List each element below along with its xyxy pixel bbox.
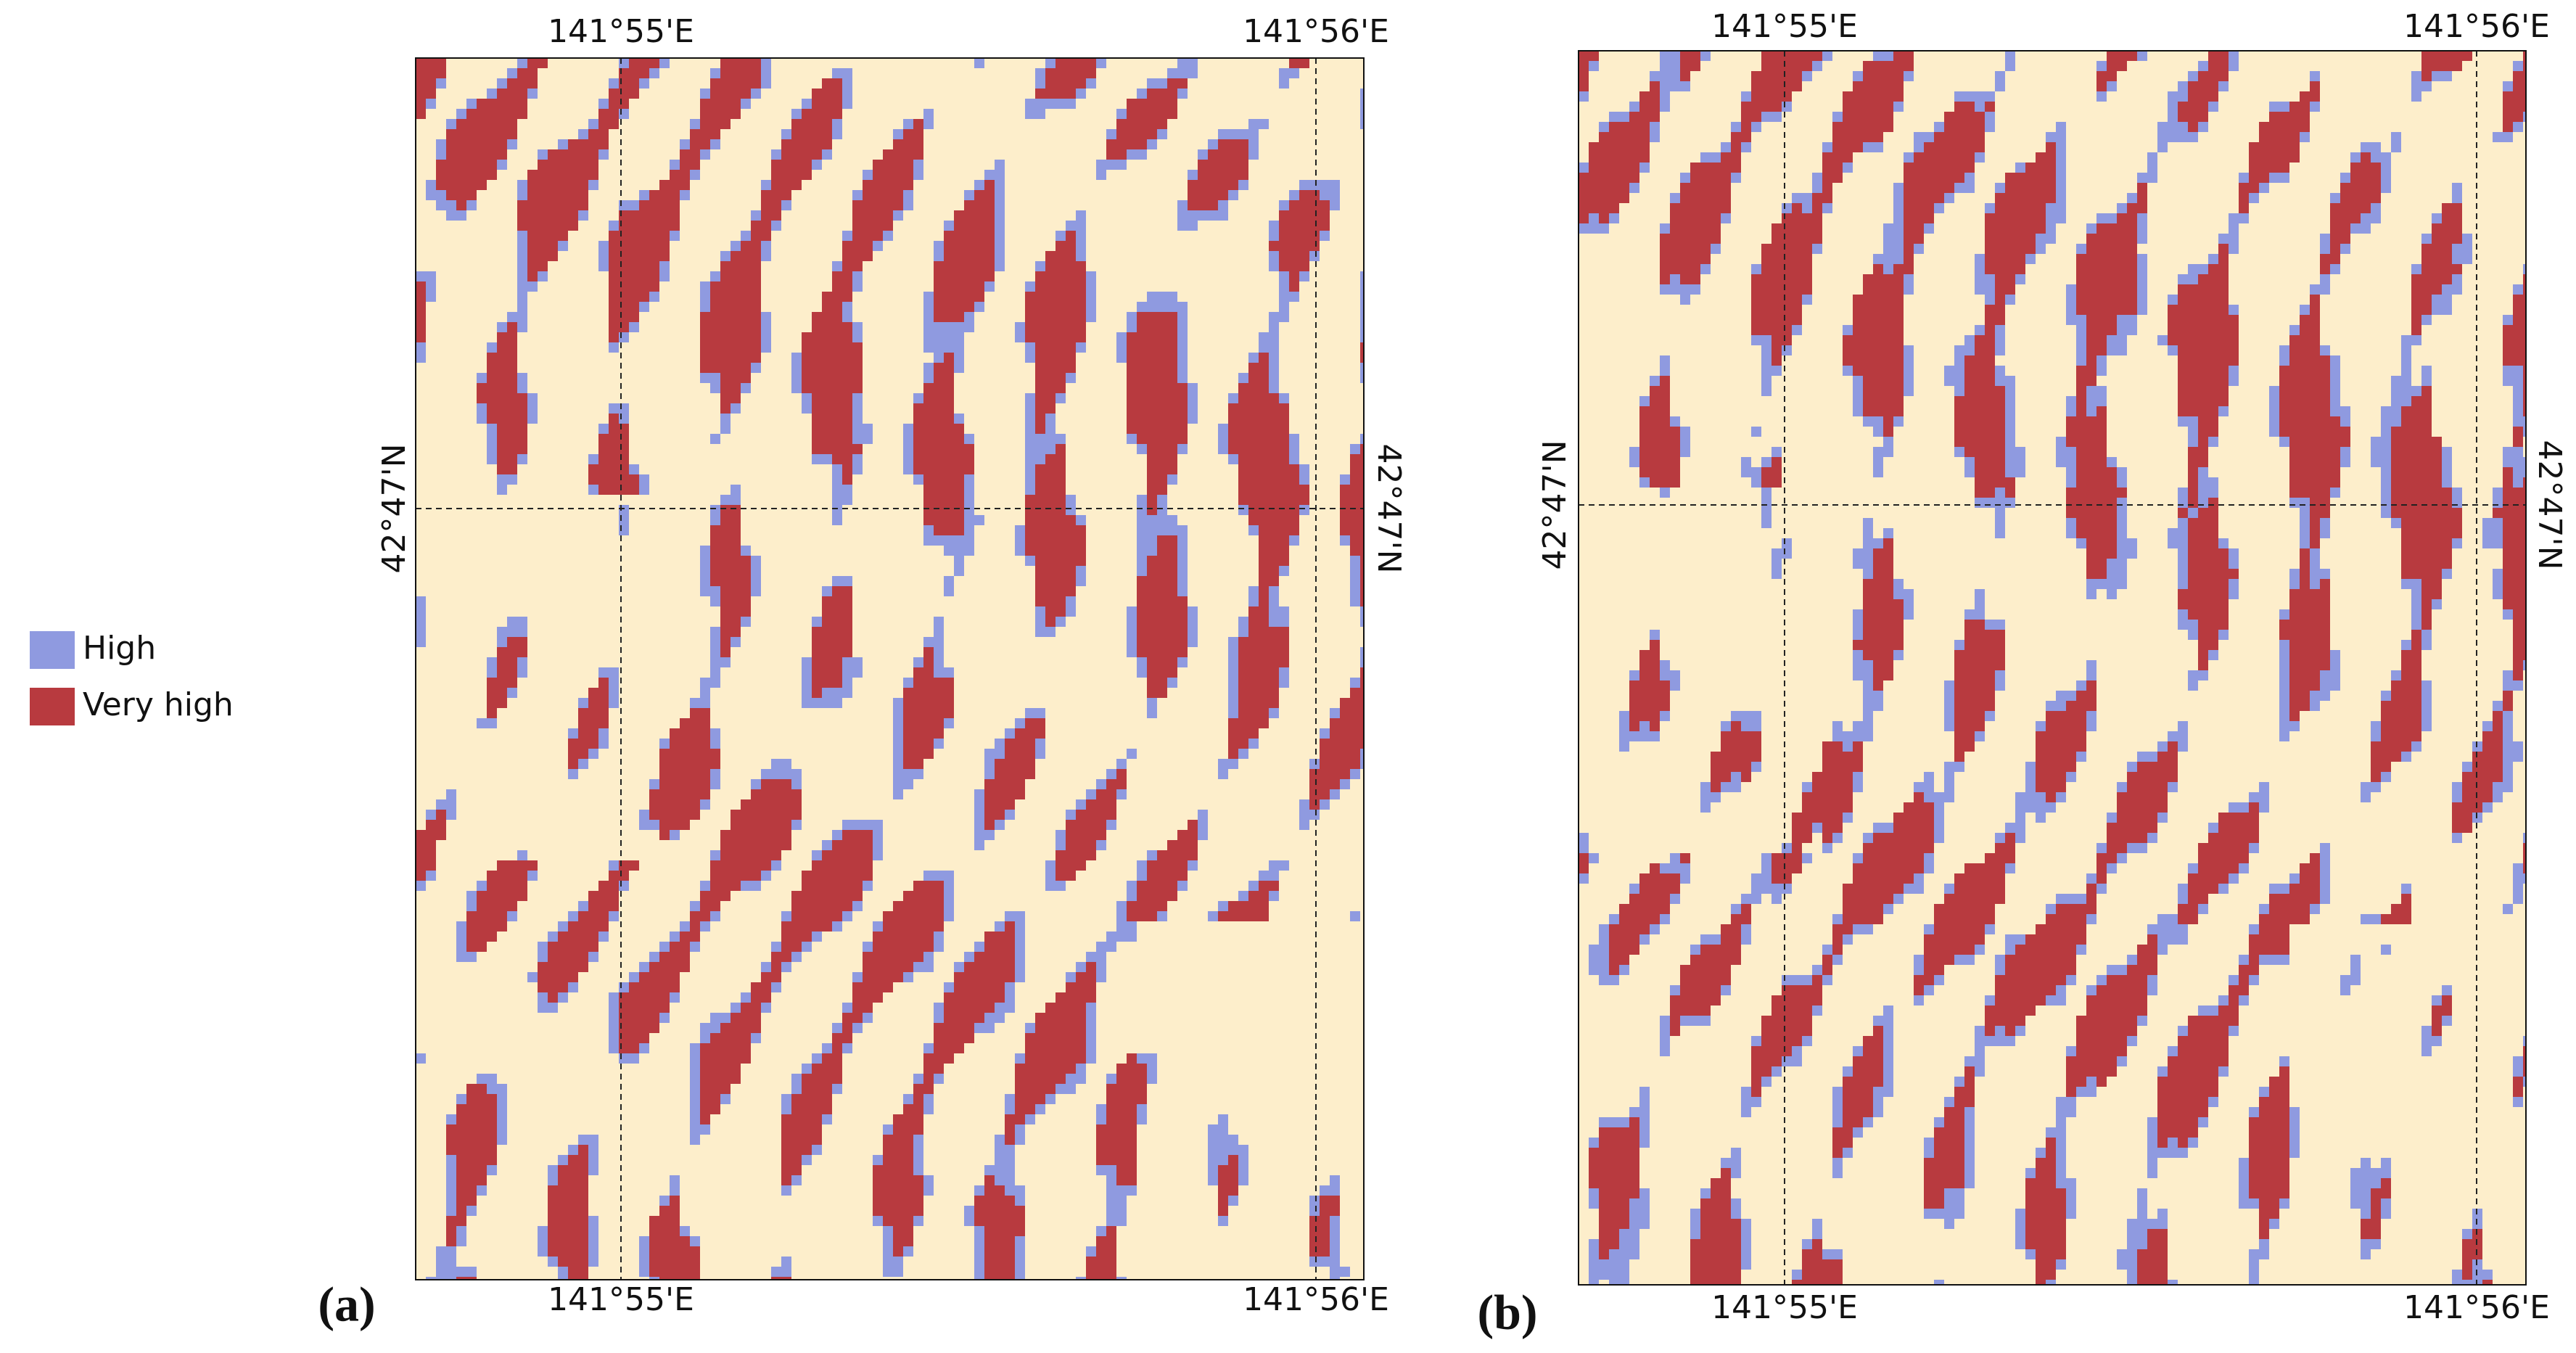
- panel-label: (b): [1477, 1285, 1537, 1340]
- panel-label: (a): [318, 1277, 375, 1332]
- latitude-label: 42°47'N: [1536, 440, 1573, 570]
- longitude-label: 141°56'E: [2403, 8, 2550, 45]
- map-panel: [415, 57, 1365, 1280]
- very-high-area: [1579, 51, 2526, 1285]
- map-background: [416, 58, 1364, 1280]
- high-area: [1579, 51, 2526, 1285]
- latitude-label: 42°47'N: [376, 444, 413, 574]
- longitude-label: 141°56'E: [1243, 13, 1389, 50]
- longitude-label: 141°55'E: [548, 13, 694, 50]
- longitude-label: 141°55'E: [1711, 8, 1858, 45]
- latitude-label: 42°47'N: [1370, 444, 1407, 574]
- legend-label: Very high: [83, 686, 234, 723]
- legend-label: High: [83, 630, 156, 667]
- longitude-label: 141°55'E: [548, 1281, 694, 1318]
- map-background: [1579, 51, 2526, 1285]
- legend-swatch: [30, 631, 75, 669]
- longitude-label: 141°55'E: [1711, 1289, 1858, 1326]
- longitude-label: 141°56'E: [2403, 1289, 2550, 1326]
- map-frame: [415, 57, 1365, 1280]
- map-panel: [1578, 50, 2527, 1286]
- legend-swatch: [30, 688, 75, 725]
- map-frame: [1578, 50, 2527, 1286]
- latitude-label: 42°47'N: [2531, 440, 2568, 570]
- high-area: [416, 58, 1364, 1280]
- very-high-area: [416, 58, 1364, 1280]
- longitude-label: 141°56'E: [1243, 1281, 1389, 1318]
